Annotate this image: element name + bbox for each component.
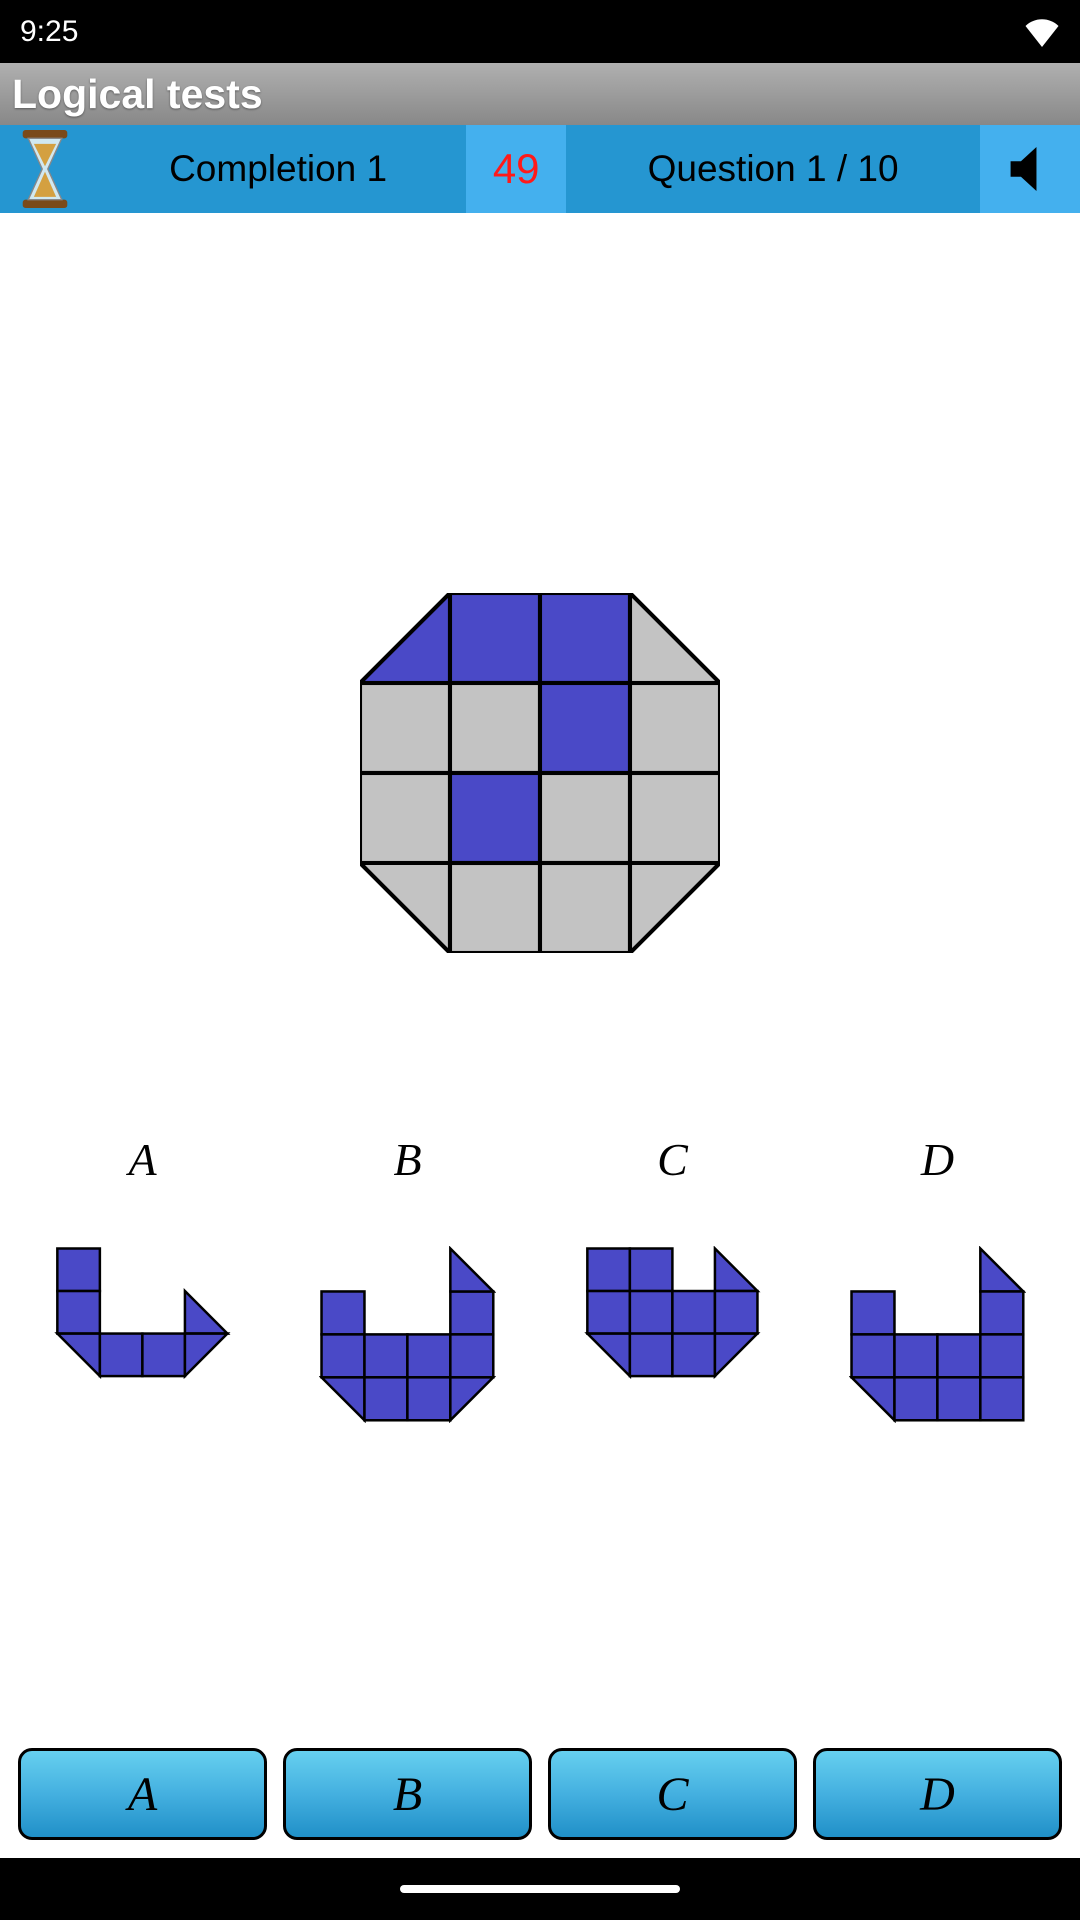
timer-value: 49 <box>466 125 566 213</box>
option-a: A <box>10 1133 275 1423</box>
status-icons <box>1024 17 1060 47</box>
answer-buttons: ABCD <box>0 1748 1080 1858</box>
home-indicator[interactable] <box>400 1885 680 1893</box>
nav-bar <box>0 1858 1080 1920</box>
puzzle-area: A B C D <box>0 213 1080 1748</box>
status-bar: 9:25 <box>0 0 1080 63</box>
answer-button-c[interactable]: C <box>548 1748 797 1840</box>
completion-label: Completion 1 <box>90 125 466 213</box>
speaker-icon <box>1010 147 1050 191</box>
option-figure <box>584 1246 761 1379</box>
option-d: D <box>805 1133 1070 1423</box>
info-bar: Completion 1 49 Question 1 / 10 <box>0 125 1080 213</box>
status-time: 9:25 <box>20 15 78 49</box>
option-figure <box>54 1246 231 1379</box>
answer-button-b[interactable]: B <box>283 1748 532 1840</box>
option-label: A <box>128 1133 156 1186</box>
question-figure <box>360 593 720 953</box>
option-label: C <box>657 1133 688 1186</box>
answer-button-a[interactable]: A <box>18 1748 267 1840</box>
question-counter: Question 1 / 10 <box>566 125 980 213</box>
title-bar: Logical tests <box>0 63 1080 125</box>
option-label: B <box>393 1133 421 1186</box>
sound-toggle[interactable] <box>980 125 1080 213</box>
option-label: D <box>921 1133 954 1186</box>
app-title: Logical tests <box>12 71 263 118</box>
options-row: A B C D <box>0 1133 1080 1423</box>
option-c: C <box>540 1133 805 1423</box>
option-figure <box>319 1246 496 1423</box>
wifi-icon <box>1024 17 1060 47</box>
hourglass-icon <box>0 125 90 213</box>
option-figure <box>849 1246 1026 1423</box>
option-b: B <box>275 1133 540 1423</box>
answer-button-d[interactable]: D <box>813 1748 1062 1840</box>
